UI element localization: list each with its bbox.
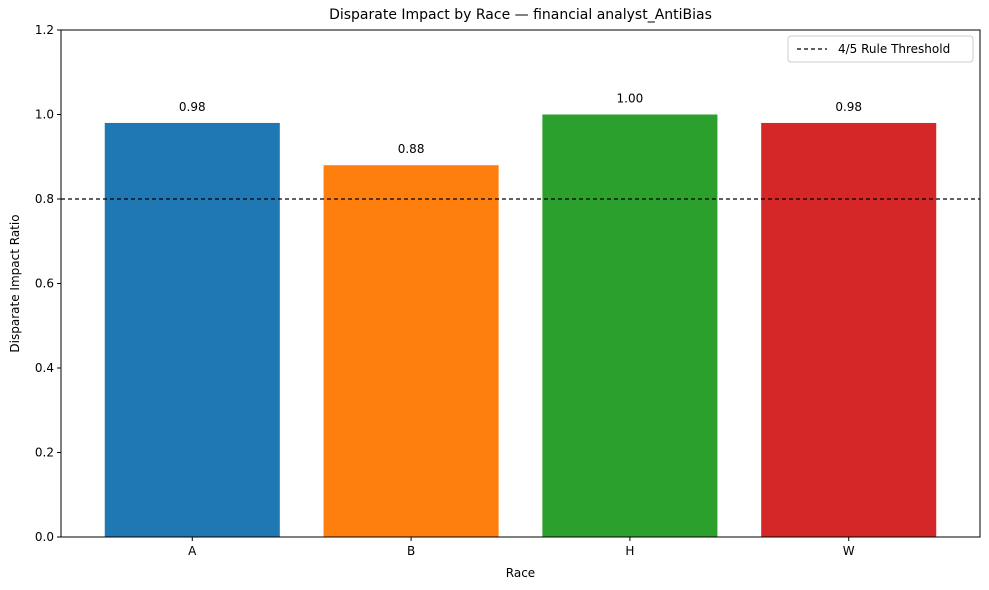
bar-a <box>104 122 280 537</box>
y-tick-label: 1.0 <box>35 108 54 122</box>
bar-b <box>323 165 499 537</box>
data-label-w: 0.98 <box>835 100 862 114</box>
x-tick-label: H <box>625 544 634 558</box>
y-tick-label: 0.8 <box>35 192 54 206</box>
data-label-h: 1.00 <box>617 92 644 106</box>
y-tick-label: 0.6 <box>35 277 54 291</box>
chart-title: Disparate Impact by Race — financial ana… <box>329 7 712 23</box>
legend: 4/5 Rule Threshold <box>787 35 974 63</box>
bar-w <box>761 122 937 537</box>
data-label-a: 0.98 <box>179 100 206 114</box>
data-label-b: 0.88 <box>398 142 425 156</box>
y-tick-label: 1.2 <box>35 23 54 37</box>
y-tick-label: 0.0 <box>35 530 54 544</box>
legend-box <box>787 35 974 63</box>
x-tick-label: A <box>188 544 197 558</box>
y-tick-label: 0.2 <box>35 446 54 460</box>
x-tick-label: W <box>843 544 855 558</box>
y-tick-label: 0.4 <box>35 361 54 375</box>
bars-layer: 0.98 0.88 1.00 0.98 <box>104 92 937 537</box>
bar-h <box>542 114 718 537</box>
y-axis-label: Disparate Impact Ratio <box>8 214 22 352</box>
axes-layer: 0.0 0.2 0.4 0.6 0.8 1.0 1.2 A B H W <box>35 23 981 558</box>
legend-threshold-label: 4/5 Rule Threshold <box>838 42 950 56</box>
x-axis-label: Race <box>506 566 535 580</box>
x-tick-label: B <box>407 544 415 558</box>
